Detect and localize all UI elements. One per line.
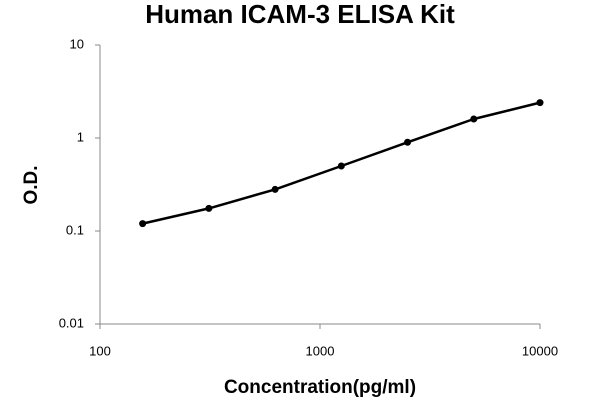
x-tick-label: 10000 <box>522 343 558 358</box>
chart-title: Human ICAM-3 ELISA Kit <box>145 0 455 29</box>
data-point <box>271 185 279 193</box>
y-tick-label: 1 <box>77 129 84 144</box>
x-axis-title: Concentration(pg/ml) <box>224 377 416 398</box>
data-point <box>139 220 147 228</box>
y-tick-label: 10 <box>70 36 84 51</box>
y-axis-title: O.D. <box>21 165 42 204</box>
data-point <box>404 138 412 146</box>
x-tick-label: 100 <box>89 343 111 358</box>
y-tick-label: 0.1 <box>66 222 84 237</box>
y-tick-label: 0.01 <box>59 315 84 330</box>
data-point <box>337 162 345 170</box>
x-tick-label: 1000 <box>306 343 335 358</box>
data-point <box>470 115 478 123</box>
data-point <box>536 99 544 107</box>
data-point <box>205 204 213 212</box>
